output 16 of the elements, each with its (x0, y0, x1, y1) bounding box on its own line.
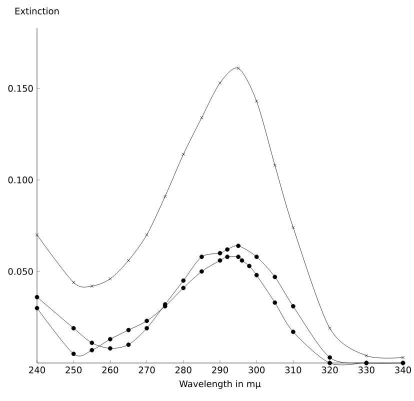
x-tick-label: 250 (66, 366, 82, 374)
y-tick-label: 0.050 (8, 268, 33, 275)
x-tick-label: 270 (138, 366, 155, 374)
x-tick-label: 320 (322, 366, 338, 374)
x-tick-label: 340 (395, 366, 411, 374)
x-tick-label: 280 (175, 366, 192, 374)
x-tick-label: 300 (248, 366, 265, 374)
y-axis-title: Extinction (15, 7, 59, 14)
y-tick-label: 0.100 (8, 176, 33, 184)
x-tick-label: 310 (285, 366, 302, 374)
x-tick-label: 330 (358, 366, 374, 374)
x-tick-label: 240 (29, 366, 45, 374)
x-tick-label: 260 (102, 366, 118, 374)
x-axis-title: Wavelength in mμ (179, 380, 261, 389)
x-tick-label: 290 (212, 366, 228, 374)
y-tick-label: 0.150 (8, 85, 33, 92)
